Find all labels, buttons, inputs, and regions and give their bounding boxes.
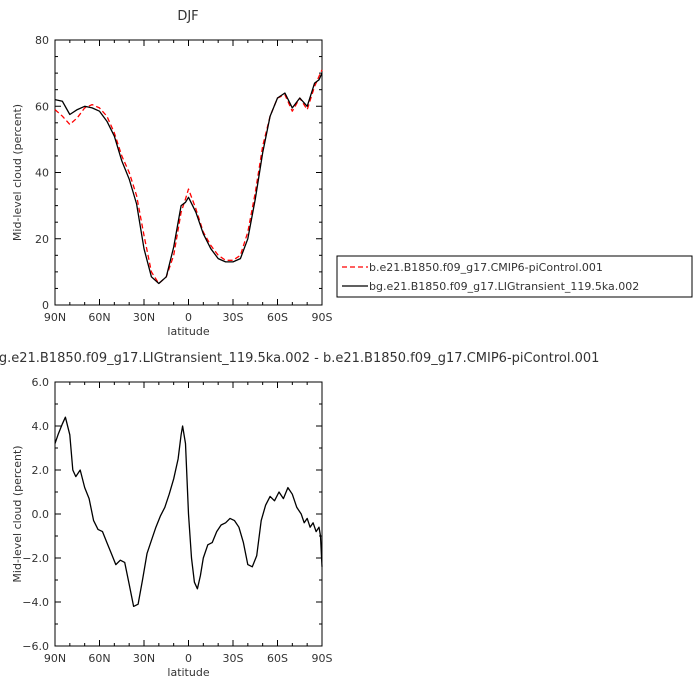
- series-line-1: [54, 416, 323, 608]
- y-tick-label: 2.0: [32, 464, 50, 477]
- y-tick-label: 20: [35, 233, 49, 246]
- x-axis-label: latitude: [167, 325, 209, 338]
- plot-frame: [54, 39, 323, 306]
- y-axis-label: Mid-level cloud (percent): [11, 445, 24, 582]
- top-chart-mid-level-cloud-djf: 90N 60N 30N 0 30S 60S 90S 0 20 40 60 80 DJF latitude M…: [11, 9, 333, 338]
- y-tick-label: 0.0: [32, 508, 50, 521]
- legend-entry-2: bg.e21.B1850.f09_g17.LIGtransient_119.5k…: [369, 280, 639, 293]
- x-tick-label: 30S: [223, 311, 244, 324]
- x-tick-label: 90N: [44, 652, 66, 665]
- x-tick-label: 60S: [267, 311, 288, 324]
- x-tick-label: 60N: [88, 652, 110, 665]
- legend-box: [336, 255, 693, 298]
- y-tick-label: 6.0: [32, 376, 50, 389]
- top-chart-legend: b.e21.B1850.f09_g17.CMIP6-piControl.001b…: [336, 255, 693, 298]
- x-tick-label: 60N: [88, 311, 110, 324]
- x-tick-label: 90S: [312, 652, 333, 665]
- x-tick-label: 0: [185, 652, 192, 665]
- y-tick-label: −2.0: [22, 552, 49, 565]
- y-tick-label: −4.0: [22, 596, 49, 609]
- x-tick-label: 60S: [267, 652, 288, 665]
- y-tick-label: 40: [35, 167, 49, 180]
- x-axis-label: latitude: [167, 666, 209, 679]
- chart-title: bg.e21.B1850.f09_g17.LIGtransient_119.5k…: [0, 351, 599, 366]
- legend-entry-1: b.e21.B1850.f09_g17.CMIP6-piControl.001: [369, 261, 603, 274]
- y-tick-label: 60: [35, 100, 49, 113]
- series-line-1: [54, 69, 323, 285]
- series-line-2: [54, 72, 323, 285]
- y-axis-label: Mid-level cloud (percent): [11, 104, 24, 241]
- x-tick-label: 0: [185, 311, 192, 324]
- bottom-chart-difference: 90N 60N 30N 0 30S 60S 90S −6.0 −4.0 −2.0 0.0 2.0 4.0…: [0, 351, 599, 679]
- x-tick-label: 30N: [133, 652, 155, 665]
- y-tick-label: 80: [35, 34, 49, 47]
- y-tick-label: −6.0: [22, 640, 49, 653]
- y-tick-label: 4.0: [32, 420, 50, 433]
- x-tick-label: 90S: [312, 311, 333, 324]
- x-tick-label: 30S: [223, 652, 244, 665]
- y-tick-label: 0: [42, 299, 49, 312]
- x-tick-label: 90N: [44, 311, 66, 324]
- chart-title: DJF: [177, 9, 198, 24]
- x-tick-label: 30N: [133, 311, 155, 324]
